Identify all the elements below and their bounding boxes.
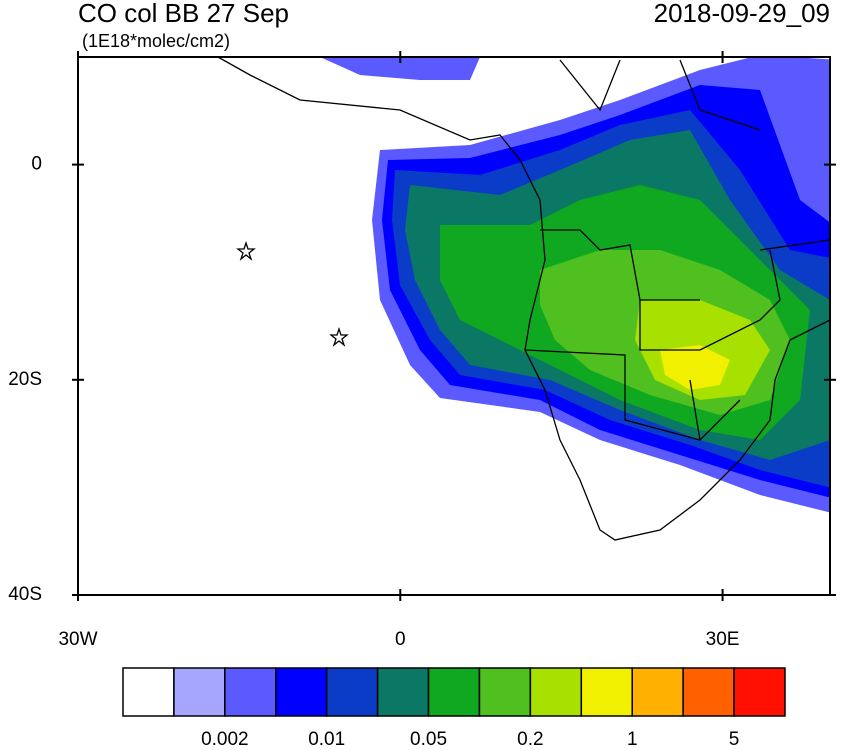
colorbar-box [682,667,735,717]
colorbar-label: 1 [627,729,638,750]
colorbar-box [224,667,277,717]
colorbar-box [580,667,633,717]
x-tick-label: 30E [706,629,740,650]
y-tick-label: 20S [8,369,42,390]
map-plume [77,56,831,596]
colorbar-label: 0.2 [517,729,543,750]
colorbar-label: 0.002 [201,729,249,750]
colorbar-box [427,667,481,717]
colorbar-box [275,667,328,717]
colorbar-box [325,667,379,717]
colorbar-box [376,667,430,717]
y-tick-label: 0 [31,154,42,175]
x-tick-label: 0 [395,629,406,650]
colorbar-box [631,667,684,717]
x-tick-label: 30W [58,629,97,650]
colorbar-box [122,667,175,717]
colorbar-box [173,667,226,717]
colorbar-label: 0.01 [308,729,345,750]
title: CO col BB 27 Sep [78,0,289,28]
units: (1E18*molec/cm2) [82,31,230,51]
colorbar-box [529,667,583,717]
colorbar-label: 0.05 [410,729,447,750]
colorbar-label: 5 [729,729,740,750]
colorbar-box [478,667,532,717]
y-tick-label: 40S [8,584,42,605]
date: 2018-09-29_09 [654,0,830,28]
colorbar-box [733,667,786,717]
